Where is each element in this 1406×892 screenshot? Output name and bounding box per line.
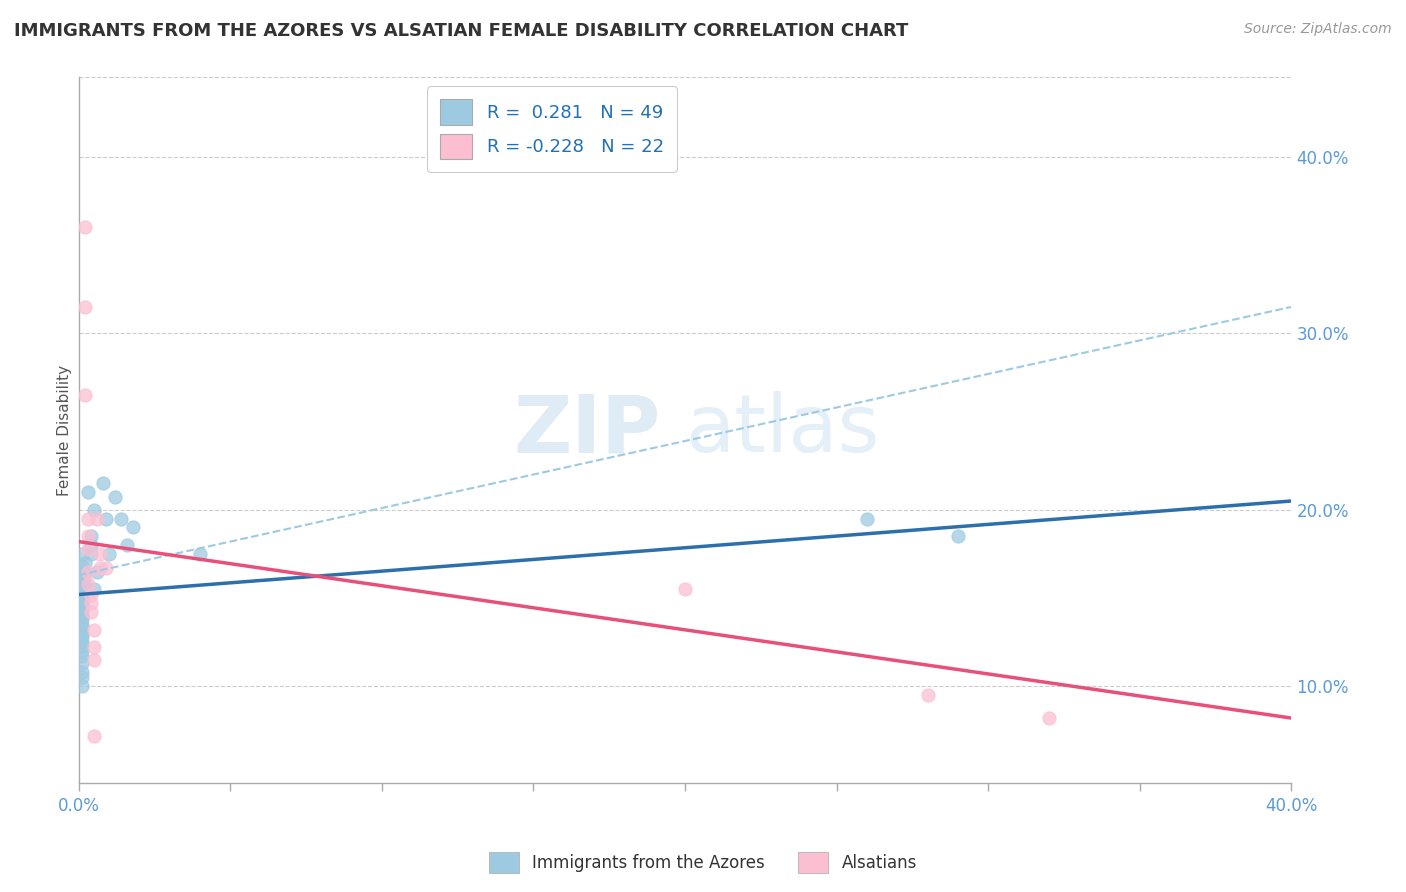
Point bbox=[80, 529, 103, 543]
Point bbox=[946, 529, 969, 543]
Point bbox=[73, 577, 96, 591]
Point bbox=[73, 582, 96, 597]
Point bbox=[70, 635, 93, 649]
Point bbox=[70, 626, 93, 640]
Point bbox=[80, 588, 103, 602]
Point bbox=[80, 605, 103, 619]
Point bbox=[70, 621, 93, 635]
Point bbox=[80, 596, 103, 610]
Point bbox=[70, 586, 93, 600]
Point bbox=[70, 582, 93, 597]
Point bbox=[70, 639, 93, 653]
Point bbox=[83, 503, 105, 517]
Point bbox=[70, 644, 93, 658]
Point bbox=[76, 511, 98, 525]
Point bbox=[70, 591, 93, 605]
Point bbox=[70, 599, 93, 614]
Point bbox=[104, 491, 127, 505]
Text: ZIP: ZIP bbox=[513, 392, 661, 469]
Point bbox=[94, 561, 117, 575]
Point bbox=[76, 541, 98, 556]
Point bbox=[70, 617, 93, 632]
Point bbox=[73, 565, 96, 579]
Point bbox=[856, 511, 879, 525]
Point bbox=[80, 547, 103, 561]
Point bbox=[70, 671, 93, 685]
Point bbox=[89, 561, 111, 575]
Point bbox=[83, 653, 105, 667]
Point bbox=[97, 547, 120, 561]
Point bbox=[70, 665, 93, 680]
Point bbox=[76, 577, 98, 591]
Point bbox=[70, 568, 93, 582]
Point bbox=[188, 547, 211, 561]
Text: IMMIGRANTS FROM THE AZORES VS ALSATIAN FEMALE DISABILITY CORRELATION CHART: IMMIGRANTS FROM THE AZORES VS ALSATIAN F… bbox=[14, 22, 908, 40]
Point bbox=[1038, 711, 1060, 725]
Point bbox=[73, 388, 96, 402]
Point bbox=[70, 608, 93, 623]
Point bbox=[70, 582, 93, 597]
Point bbox=[70, 547, 93, 561]
Point bbox=[70, 596, 93, 610]
Point bbox=[89, 547, 111, 561]
Point bbox=[94, 511, 117, 525]
Point bbox=[115, 538, 138, 552]
Point bbox=[76, 565, 98, 579]
Point bbox=[70, 679, 93, 693]
Point bbox=[673, 582, 696, 597]
Point bbox=[83, 729, 105, 743]
Point bbox=[70, 574, 93, 588]
Legend: Immigrants from the Azores, Alsatians: Immigrants from the Azores, Alsatians bbox=[482, 846, 924, 880]
Point bbox=[70, 608, 93, 623]
Point bbox=[83, 623, 105, 637]
Point bbox=[70, 594, 93, 608]
Point bbox=[70, 612, 93, 626]
Point bbox=[86, 565, 108, 579]
Point bbox=[70, 630, 93, 644]
Point bbox=[917, 688, 939, 702]
Y-axis label: Female Disability: Female Disability bbox=[58, 365, 72, 496]
Point bbox=[73, 300, 96, 314]
Point bbox=[80, 538, 103, 552]
Text: Source: ZipAtlas.com: Source: ZipAtlas.com bbox=[1244, 22, 1392, 37]
Point bbox=[110, 511, 132, 525]
Point bbox=[70, 603, 93, 617]
Point bbox=[76, 485, 98, 500]
Point bbox=[83, 640, 105, 655]
Point bbox=[122, 520, 145, 534]
Point bbox=[70, 591, 93, 605]
Point bbox=[86, 511, 108, 525]
Point bbox=[70, 657, 93, 671]
Legend: R =  0.281   N = 49, R = -0.228   N = 22: R = 0.281 N = 49, R = -0.228 N = 22 bbox=[427, 87, 676, 172]
Text: atlas: atlas bbox=[685, 392, 879, 469]
Point bbox=[91, 476, 114, 491]
Point bbox=[73, 220, 96, 235]
Point bbox=[70, 559, 93, 574]
Point bbox=[73, 556, 96, 570]
Point bbox=[83, 582, 105, 597]
Point bbox=[76, 529, 98, 543]
Point bbox=[70, 649, 93, 664]
